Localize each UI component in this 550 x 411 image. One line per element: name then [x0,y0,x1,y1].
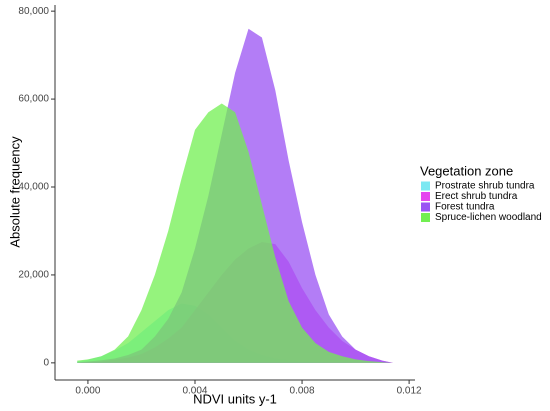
x-axis-title: NDVI units y-1 [193,391,277,406]
legend-swatch [421,213,430,222]
legend-swatch [421,192,430,201]
legend-swatch [421,181,430,191]
y-tick-label: 0 [43,357,49,368]
legend-label: Erect shrub tundra [435,191,518,202]
y-axis-title: Absolute frequency [7,136,22,248]
legend-label: Forest tundra [435,202,495,213]
legend-label: Prostrate shrub tundra [435,181,535,192]
area [77,103,394,363]
y-tick-label: 80,000 [18,6,49,17]
legend-label: Spruce-lichen woodland [435,212,542,223]
y-tick-label: 20,000 [18,270,49,281]
legend-title: Vegetation zone [420,163,513,178]
x-tick-label: 0.000 [75,386,100,397]
x-tick-label: 0.012 [397,386,422,397]
x-tick-label: 0.008 [290,386,315,397]
x-tick-label: 0.004 [182,386,207,397]
legend-swatch [421,202,430,212]
y-tick-label: 40,000 [18,182,49,193]
y-tick-label: 60,000 [18,94,49,105]
